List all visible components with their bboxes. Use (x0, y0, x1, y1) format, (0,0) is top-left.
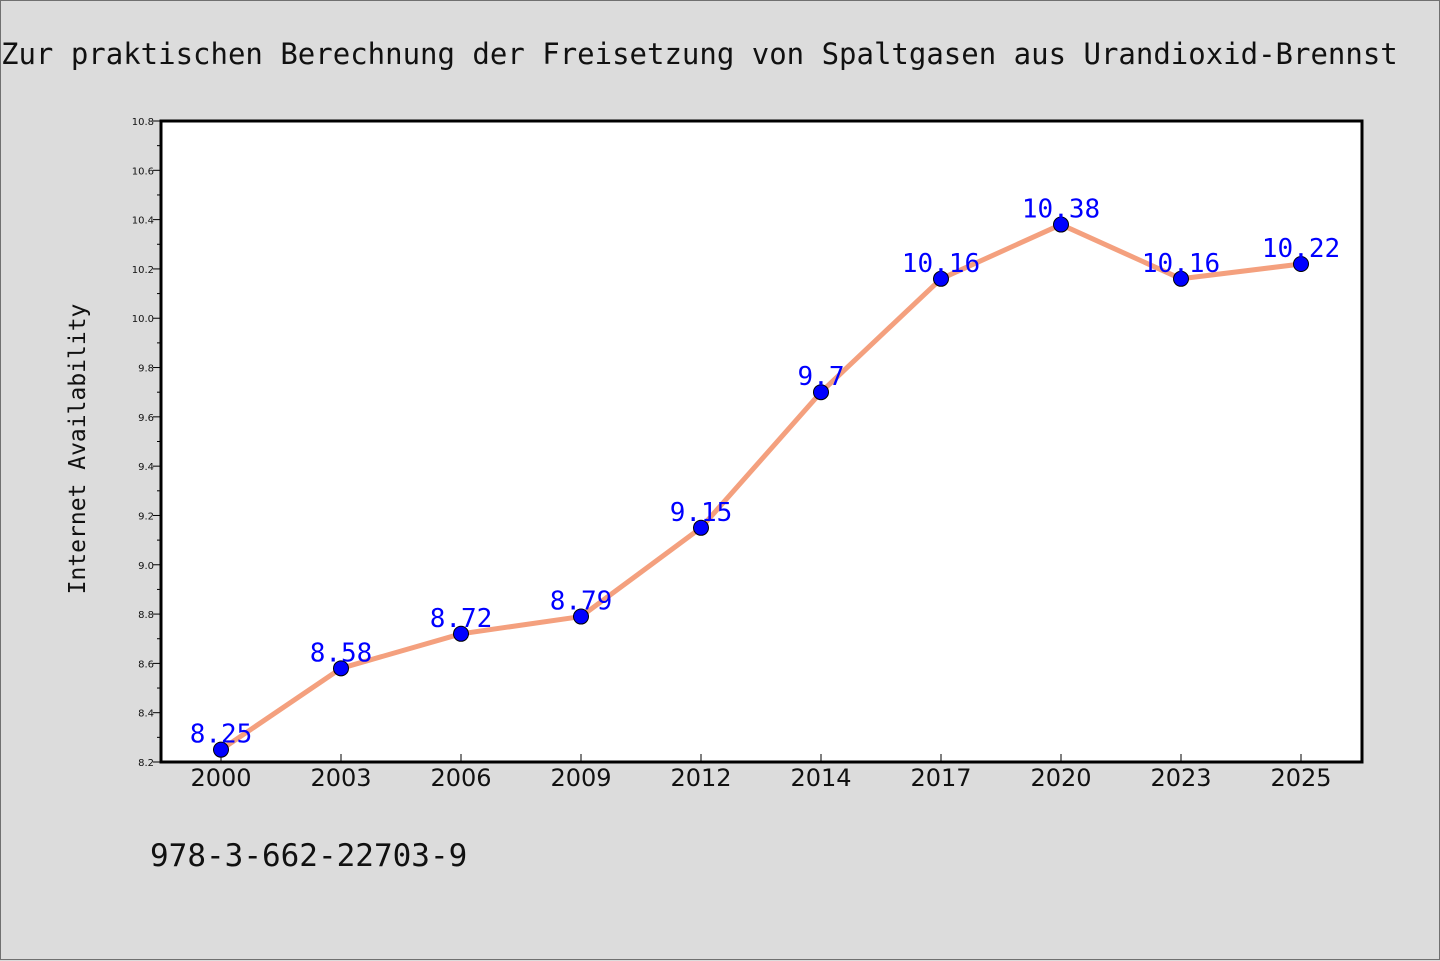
x-tick-label: 2000 (190, 764, 251, 792)
y-tick-label: 8.6 (138, 659, 154, 670)
data-label: 8.58 (310, 638, 373, 668)
data-label: 8.25 (190, 720, 253, 750)
y-tick-label: 8.4 (138, 709, 154, 720)
data-point (213, 741, 229, 758)
data-point (1053, 216, 1069, 233)
x-tick-label: 2003 (310, 764, 371, 792)
y-tick-label: 9.6 (138, 413, 154, 424)
x-tick-label: 2014 (790, 764, 851, 792)
x-tick-label: 2006 (430, 764, 491, 792)
y-tick-label: 10.0 (132, 314, 154, 325)
data-point (1173, 270, 1189, 287)
data-label: 10.16 (1142, 249, 1220, 279)
data-label: 10.16 (902, 249, 980, 279)
y-tick-label: 9.0 (138, 561, 154, 572)
data-label: 10.22 (1262, 234, 1340, 264)
y-tick-label: 10.6 (132, 166, 154, 177)
data-point (813, 384, 829, 401)
x-tick-label: 2023 (1150, 764, 1211, 792)
data-label: 8.72 (430, 604, 493, 634)
y-tick-label: 9.2 (138, 511, 154, 522)
y-tick-label: 8.8 (138, 610, 154, 621)
data-point (1293, 255, 1309, 272)
series-line (219, 222, 1302, 752)
x-tick-label: 2020 (1030, 764, 1091, 792)
data-point (693, 519, 709, 536)
data-point (573, 608, 589, 625)
y-axis: 8.2 8.4 8.6 8.8 9.0 9.2 9.4 9.6 9.8 10.0 10.2 10.4 1… (132, 117, 161, 769)
data-point (453, 625, 469, 642)
plot-area (159, 119, 1364, 764)
x-tick-label: 2017 (910, 764, 971, 792)
x-tick-label: 2025 (1270, 764, 1331, 792)
x-tick-label: 2009 (550, 764, 611, 792)
y-tick-label: 10.4 (132, 216, 154, 227)
y-tick-label: 10.2 (132, 265, 154, 276)
x-tick-label: 2012 (670, 764, 731, 792)
data-point (333, 660, 349, 677)
y-tick-label: 9.4 (138, 462, 154, 473)
data-label: 8.79 (550, 587, 613, 617)
data-label: 9.7 (798, 362, 845, 392)
chart-title: Zur praktischen Berechnung der Freisetzu… (1, 37, 1398, 71)
data-point (933, 270, 949, 287)
y-tick-label: 10.8 (132, 117, 154, 128)
data-label: 9.15 (670, 498, 733, 528)
data-label: 10.38 (1022, 195, 1100, 225)
isbn-text: 978-3-662-22703-9 (150, 838, 467, 874)
x-axis: 2000 2003 2006 2009 2012 2014 2017 2020 2023 2025 (190, 754, 1332, 792)
series-group: 8.25 8.58 8.72 8.79 9.15 9.7 10.16 10.38 10.16 10… (190, 195, 1340, 758)
y-axis-title: Internet Availability (65, 304, 91, 595)
y-tick-label: 8.2 (138, 758, 154, 769)
y-tick-label: 9.8 (138, 364, 154, 375)
